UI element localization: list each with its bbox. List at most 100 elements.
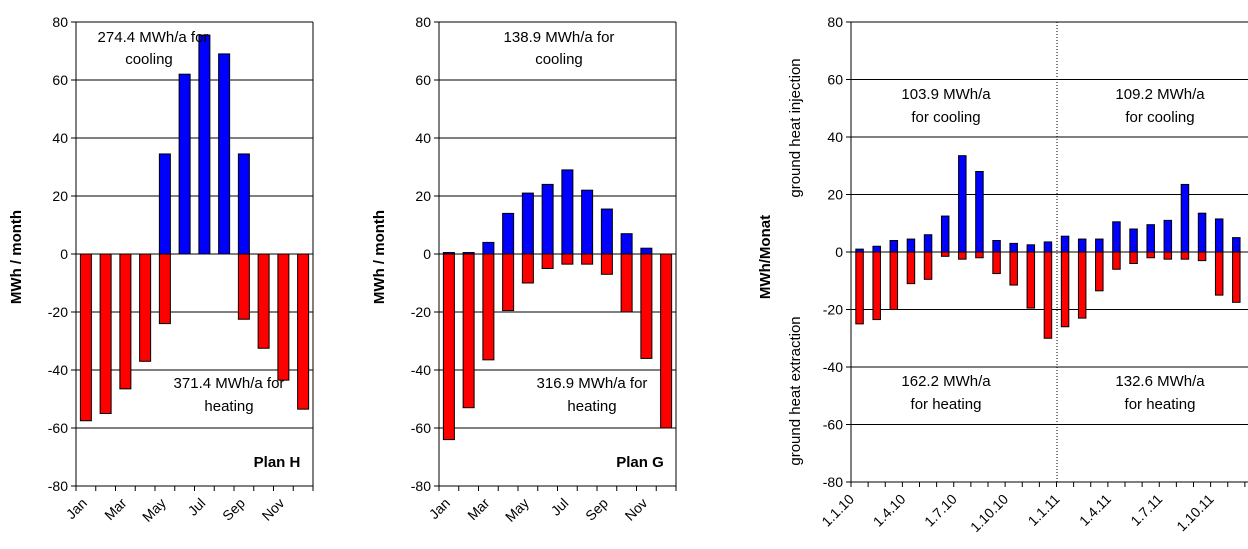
y-tick-label: 40 [415,130,431,146]
bar-cooling [178,73,191,255]
bar-cooling [620,233,633,255]
x-tick-label: 1.7.10 [921,491,960,530]
x-tick-label: Jul [548,495,572,519]
y-tick-label: -60 [48,420,68,436]
y-tick-labels: -80 -60 -40 -20 0 20 40 60 80 [48,14,68,494]
bar-heating [257,253,270,349]
bar-heating [561,253,574,265]
y-tick-label: 40 [52,130,68,146]
bar-cooling [1043,241,1053,253]
chart-monthly-2010-2011: -80 -60 -40 -20 0 20 40 60 80 1.1.10 1.4.10 1.7.10… [757,14,1248,535]
bar-cooling [502,212,515,255]
y-tick-label: -60 [823,417,843,433]
x-tick-label: 1.1.10 [818,491,857,530]
y-tick-label: -80 [823,474,843,490]
x-tick-label: Jul [185,495,209,519]
bar-cooling [872,245,881,253]
bar-heating [889,251,899,310]
bar-cooling [1232,237,1241,253]
bar-cooling [600,208,613,255]
y-tick-labels: -80 -60 -40 -20 0 20 40 60 80 [823,14,843,490]
y-tick-label: 60 [827,72,843,88]
x-tick-label: 1.10.10 [967,491,1011,535]
bar-heating [1043,251,1053,339]
bar-heating [442,253,455,441]
gridlines [434,21,677,491]
bar-heating [1060,251,1070,328]
x-tick-label: Nov [622,495,651,524]
cooling-annotation-line2: cooling [535,51,583,68]
bar-cooling [218,53,231,255]
bar-cooling [561,169,574,255]
bar-cooling [1214,218,1224,253]
bar-heating [139,253,152,362]
bar-heating [660,253,673,429]
bar-cooling [889,240,899,253]
bar-heating [600,253,613,275]
y-tick-label: 0 [423,246,431,262]
heating-annotation-line1: 316.9 MWh/a for [537,375,648,392]
bar-cooling [640,247,653,255]
bar-heating [158,253,171,325]
bar-heating [1009,251,1018,286]
bar-heating [1095,251,1104,292]
bar-cooling [958,155,967,253]
x-tick-label: 1.7.11 [1127,491,1165,529]
x-tick-label: 1.4.10 [870,491,909,530]
heating-2011-line2: for heating [1125,396,1196,413]
x-tick-labels: 1.1.10 1.4.10 1.7.10 1.10.10 1.1.11 1.4.11 1.7… [818,491,1217,535]
x-tick-label: Sep [582,495,611,524]
cooling-annotation-line1: 138.9 MWh/a for [504,29,615,46]
bar-heating [640,253,653,359]
bar-cooling [237,153,250,255]
y-tick-label: 20 [415,188,431,204]
bar-heating [1129,251,1138,264]
bar-cooling [1163,219,1173,253]
bar-heating [855,251,864,325]
bar-heating [237,253,250,320]
chart-plan-h: -80 -60 -40 -20 0 20 40 60 80 Jan Mar May Jul Sep Nov… [8,14,314,525]
bar-heating [79,253,92,422]
bar-heating [297,253,310,410]
cooling-2011-line1: 109.2 MWh/a [1115,86,1205,103]
heating-annotation-line2: heating [567,398,616,415]
y-tick-label: -20 [411,304,431,320]
heating-annotation-line2: heating [204,398,253,415]
bar-cooling [992,240,1001,253]
y-tick-label: -20 [48,304,68,320]
bar-cooling [1060,235,1070,253]
x-tick-label: Jan [426,495,453,522]
bar-heating [581,253,594,265]
bar-cooling [1197,212,1207,253]
bar-heating [992,251,1001,275]
bar-cooling [923,234,933,253]
cooling-annotation-line1: 274.4 MWh/a for [98,29,209,46]
y-axis-label-injection: ground heat injection [787,58,804,197]
bar-heating [1197,251,1207,262]
bar-heating [940,251,950,257]
y-tick-label: -40 [823,359,843,375]
bars [442,169,673,441]
x-tick-label: 1.1.11 [1025,491,1063,529]
y-tick-label: -40 [411,362,431,378]
y-tick-label: 80 [52,14,68,30]
bar-heating [1180,251,1190,260]
y-tick-label: 60 [415,72,431,88]
plan-label: Plan G [616,454,664,471]
bar-cooling [906,238,916,253]
heating-2010-line2: for heating [911,396,982,413]
bar-cooling [158,153,171,255]
y-tick-label: -80 [48,478,68,494]
bar-heating [1214,251,1224,296]
bar-heating [872,251,881,321]
y-axis-label-extraction: ground heat extraction [787,316,804,465]
bar-cooling [1112,221,1121,253]
bar-heating [1232,251,1241,303]
bar-cooling [975,171,984,253]
bar-heating [923,251,933,280]
y-axis-label: MWh / month [371,210,388,304]
bar-heating [502,253,515,312]
x-tick-label: Jan [63,495,90,522]
bar-heating [1163,251,1173,260]
cooling-annotation-line2: cooling [125,51,173,68]
